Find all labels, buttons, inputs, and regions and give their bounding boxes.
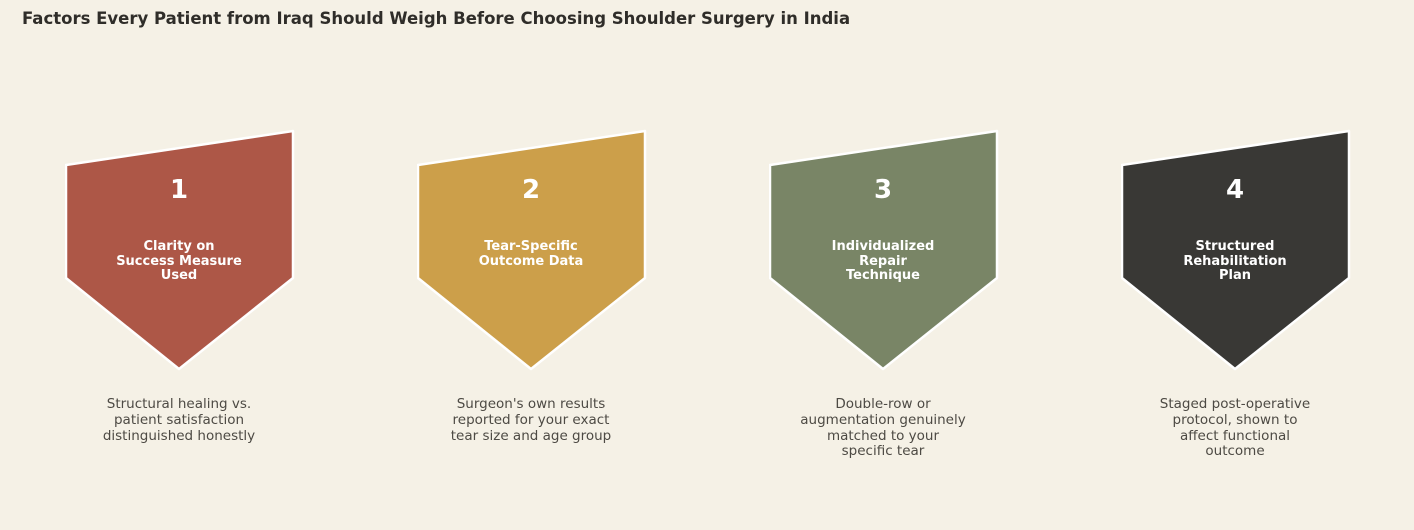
factor-2-number: 2 — [521, 175, 541, 205]
factor-3-description: Double-row or augmentation genuinely mat… — [800, 396, 966, 460]
factor-1-number: 1 — [169, 175, 189, 205]
factor-4-description: Staged post-operative protocol, shown to… — [1159, 396, 1311, 460]
factor-3-number: 3 — [873, 175, 893, 205]
factor-card-3: 3 Individualized Repair Technique Double… — [769, 0, 1009, 530]
factor-1-pentagon — [65, 129, 295, 371]
factor-3-pentagon — [769, 129, 999, 371]
factor-2-description: Surgeon's own results reported for your … — [450, 396, 612, 444]
factor-2-pentagon — [417, 129, 647, 371]
factor-4-heading: Structured Rehabilitation Plan — [1183, 239, 1287, 283]
page-title: Factors Every Patient from Iraq Should W… — [22, 9, 851, 28]
factor-card-2: 2 Tear-Specific Outcome Data Surgeon's o… — [417, 0, 657, 530]
factor-4-pentagon — [1121, 129, 1351, 371]
factor-1-heading: Clarity on Success Measure Used — [116, 239, 242, 283]
factor-3-heading: Individualized Repair Technique — [831, 239, 935, 283]
factor-card-4: 4 Structured Rehabilitation Plan Staged … — [1121, 0, 1361, 530]
factor-1-description: Structural healing vs. patient satisfact… — [102, 396, 256, 444]
factor-4-number: 4 — [1225, 175, 1245, 205]
factor-2-heading: Tear-Specific Outcome Data — [478, 239, 584, 269]
factor-card-1: 1 Clarity on Success Measure Used Struct… — [65, 0, 305, 530]
